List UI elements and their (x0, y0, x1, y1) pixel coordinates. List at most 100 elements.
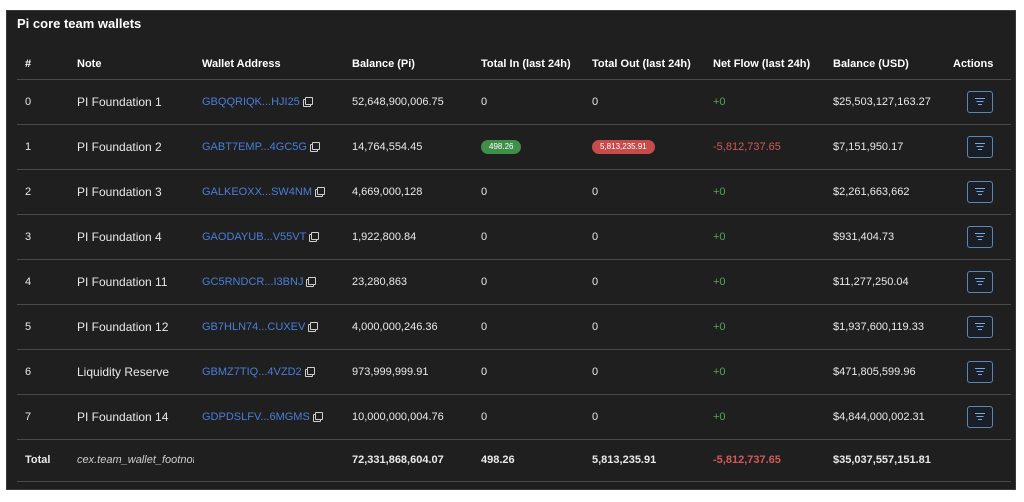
row-total-in: 0 (481, 95, 488, 108)
row-note: PI Foundation 12 (77, 319, 169, 334)
copy-icon[interactable] (309, 142, 320, 152)
wallet-address-link[interactable]: GBQQRIQK...HJI25 (194, 96, 344, 108)
table-row: 7 PI Foundation 14 GDPDSLFV...6MGMS 10,0… (17, 394, 1011, 440)
wallet-address-link[interactable]: GC5RNDCR...I3BNJ (194, 276, 344, 288)
row-net-flow: -5,812,737.65 (713, 140, 781, 153)
row-balance-pi: 4,669,000,128 (352, 185, 423, 198)
row-action-button[interactable] (967, 180, 993, 203)
row-note: PI Foundation 14 (77, 409, 169, 424)
header-balance-pi: Balance (Pi) (352, 58, 415, 70)
panel-title: Pi core team wallets (17, 16, 142, 31)
copy-icon[interactable] (302, 97, 313, 107)
header-note: Note (77, 58, 102, 70)
table-row: 5 PI Foundation 12 GB7HLN74...CUXEV 4,00… (17, 304, 1011, 350)
header-actions: Actions (953, 58, 994, 70)
total-balance-pi: 72,331,868,604.07 (352, 454, 444, 466)
row-balance-usd: $1,937,600,119.33 (833, 320, 924, 333)
row-total-in: 0 (481, 365, 488, 378)
row-net-flow: +0 (713, 410, 726, 423)
copy-icon[interactable] (306, 277, 317, 287)
row-action-button[interactable] (967, 90, 993, 113)
row-total-out: 0 (592, 410, 599, 423)
copy-icon[interactable] (312, 412, 323, 422)
row-index: 1 (25, 140, 32, 153)
row-balance-usd: $931,404.73 (833, 230, 895, 243)
filter-icon (975, 232, 985, 241)
row-total-out: 0 (592, 275, 599, 288)
row-net-flow: +0 (713, 320, 726, 333)
wallet-address-text[interactable]: GABT7EMP...4GC5G (202, 140, 307, 153)
row-net-flow: +0 (713, 230, 726, 243)
row-index: 7 (25, 410, 32, 423)
row-note: PI Foundation 4 (77, 229, 162, 244)
row-net-flow: +0 (713, 365, 726, 378)
wallets-table: # Note Wallet Address Balance (Pi) Total… (17, 43, 1011, 482)
wallet-address-text[interactable]: GB7HLN74...CUXEV (202, 320, 306, 333)
wallet-address-text[interactable]: GAODAYUB...V55VT (202, 230, 307, 243)
copy-icon[interactable] (309, 232, 320, 242)
row-index: 6 (25, 365, 32, 378)
row-net-flow: +0 (713, 95, 726, 108)
header-net-flow: Net Flow (last 24h) (713, 58, 811, 70)
wallet-address-link[interactable]: GABT7EMP...4GC5G (194, 141, 344, 153)
row-total-out: 0 (592, 230, 599, 243)
filter-icon (975, 412, 985, 421)
total-row: Total cex.team_wallet_footnote 72,331,86… (17, 439, 1011, 482)
row-index: 3 (25, 230, 32, 243)
row-balance-usd: $4,844,000,002.31 (833, 410, 925, 423)
row-note: PI Foundation 2 (77, 139, 162, 154)
wallet-address-text[interactable]: GBMZ7TIQ...4VZD2 (202, 365, 302, 378)
wallet-address-link[interactable]: GB7HLN74...CUXEV (194, 321, 344, 333)
row-balance-usd: $25,503,127,163.27 (833, 95, 931, 108)
row-note: PI Foundation 1 (77, 94, 162, 109)
row-index: 2 (25, 185, 32, 198)
wallet-address-link[interactable]: GAODAYUB...V55VT (194, 231, 344, 243)
row-action-button[interactable] (967, 225, 993, 248)
total-net-flow: -5,812,737.65 (713, 454, 781, 466)
header-index: # (25, 58, 32, 70)
total-in-badge: 498.26 (481, 139, 522, 154)
wallet-address-text[interactable]: GC5RNDCR...I3BNJ (202, 275, 304, 288)
table-header: # Note Wallet Address Balance (Pi) Total… (17, 49, 1011, 80)
row-action-button[interactable] (967, 360, 993, 383)
copy-icon[interactable] (308, 322, 319, 332)
row-total-in: 0 (481, 185, 488, 198)
header-total-in: Total In (last 24h) (481, 58, 571, 70)
wallet-address-text[interactable]: GBQQRIQK...HJI25 (202, 95, 300, 108)
copy-icon[interactable] (304, 367, 315, 377)
row-note: Liquidity Reserve (77, 364, 170, 379)
row-action-button[interactable] (967, 405, 993, 428)
wallet-address-text[interactable]: GDPDSLFV...6MGMS (202, 410, 310, 423)
row-total-in: 0 (481, 230, 488, 243)
total-out: 5,813,235.91 (592, 454, 657, 466)
total-label: Total (25, 454, 51, 466)
copy-icon[interactable] (315, 187, 326, 197)
filter-icon (975, 277, 985, 286)
row-balance-pi: 10,000,000,004.76 (352, 410, 444, 423)
wallet-address-link[interactable]: GBMZ7TIQ...4VZD2 (194, 366, 344, 378)
row-total-out: 0 (592, 365, 599, 378)
row-balance-pi: 1,922,800.84 (352, 230, 417, 243)
row-action-button[interactable] (967, 315, 993, 338)
row-total-in: 0 (481, 410, 488, 423)
row-balance-pi: 4,000,000,246.36 (352, 320, 438, 333)
wallet-address-text[interactable]: GALKEOXX...SW4NM (202, 185, 313, 198)
table-row: 2 PI Foundation 3 GALKEOXX...SW4NM 4,669… (17, 169, 1011, 215)
row-action-button[interactable] (967, 270, 993, 293)
wallet-address-link[interactable]: GDPDSLFV...6MGMS (194, 411, 344, 423)
row-index: 5 (25, 320, 32, 333)
row-total-in: 0 (481, 275, 488, 288)
table-row: 6 Liquidity Reserve GBMZ7TIQ...4VZD2 973… (17, 349, 1011, 395)
row-balance-usd: $471,805,599.96 (833, 365, 916, 378)
wallet-address-link[interactable]: GALKEOXX...SW4NM (194, 186, 344, 198)
row-total-out: 0 (592, 320, 599, 333)
row-net-flow: +0 (713, 185, 726, 198)
filter-icon (975, 367, 985, 376)
row-total-out: 0 (592, 185, 599, 198)
table-row: 0 PI Foundation 1 GBQQRIQK...HJI25 52,64… (17, 79, 1011, 125)
row-balance-pi: 14,764,554.45 (352, 140, 423, 153)
row-balance-usd: $2,261,663,662 (833, 185, 910, 198)
row-action-button[interactable] (967, 135, 993, 158)
header-balance-usd: Balance (USD) (833, 58, 909, 70)
header-total-out: Total Out (last 24h) (592, 58, 691, 70)
